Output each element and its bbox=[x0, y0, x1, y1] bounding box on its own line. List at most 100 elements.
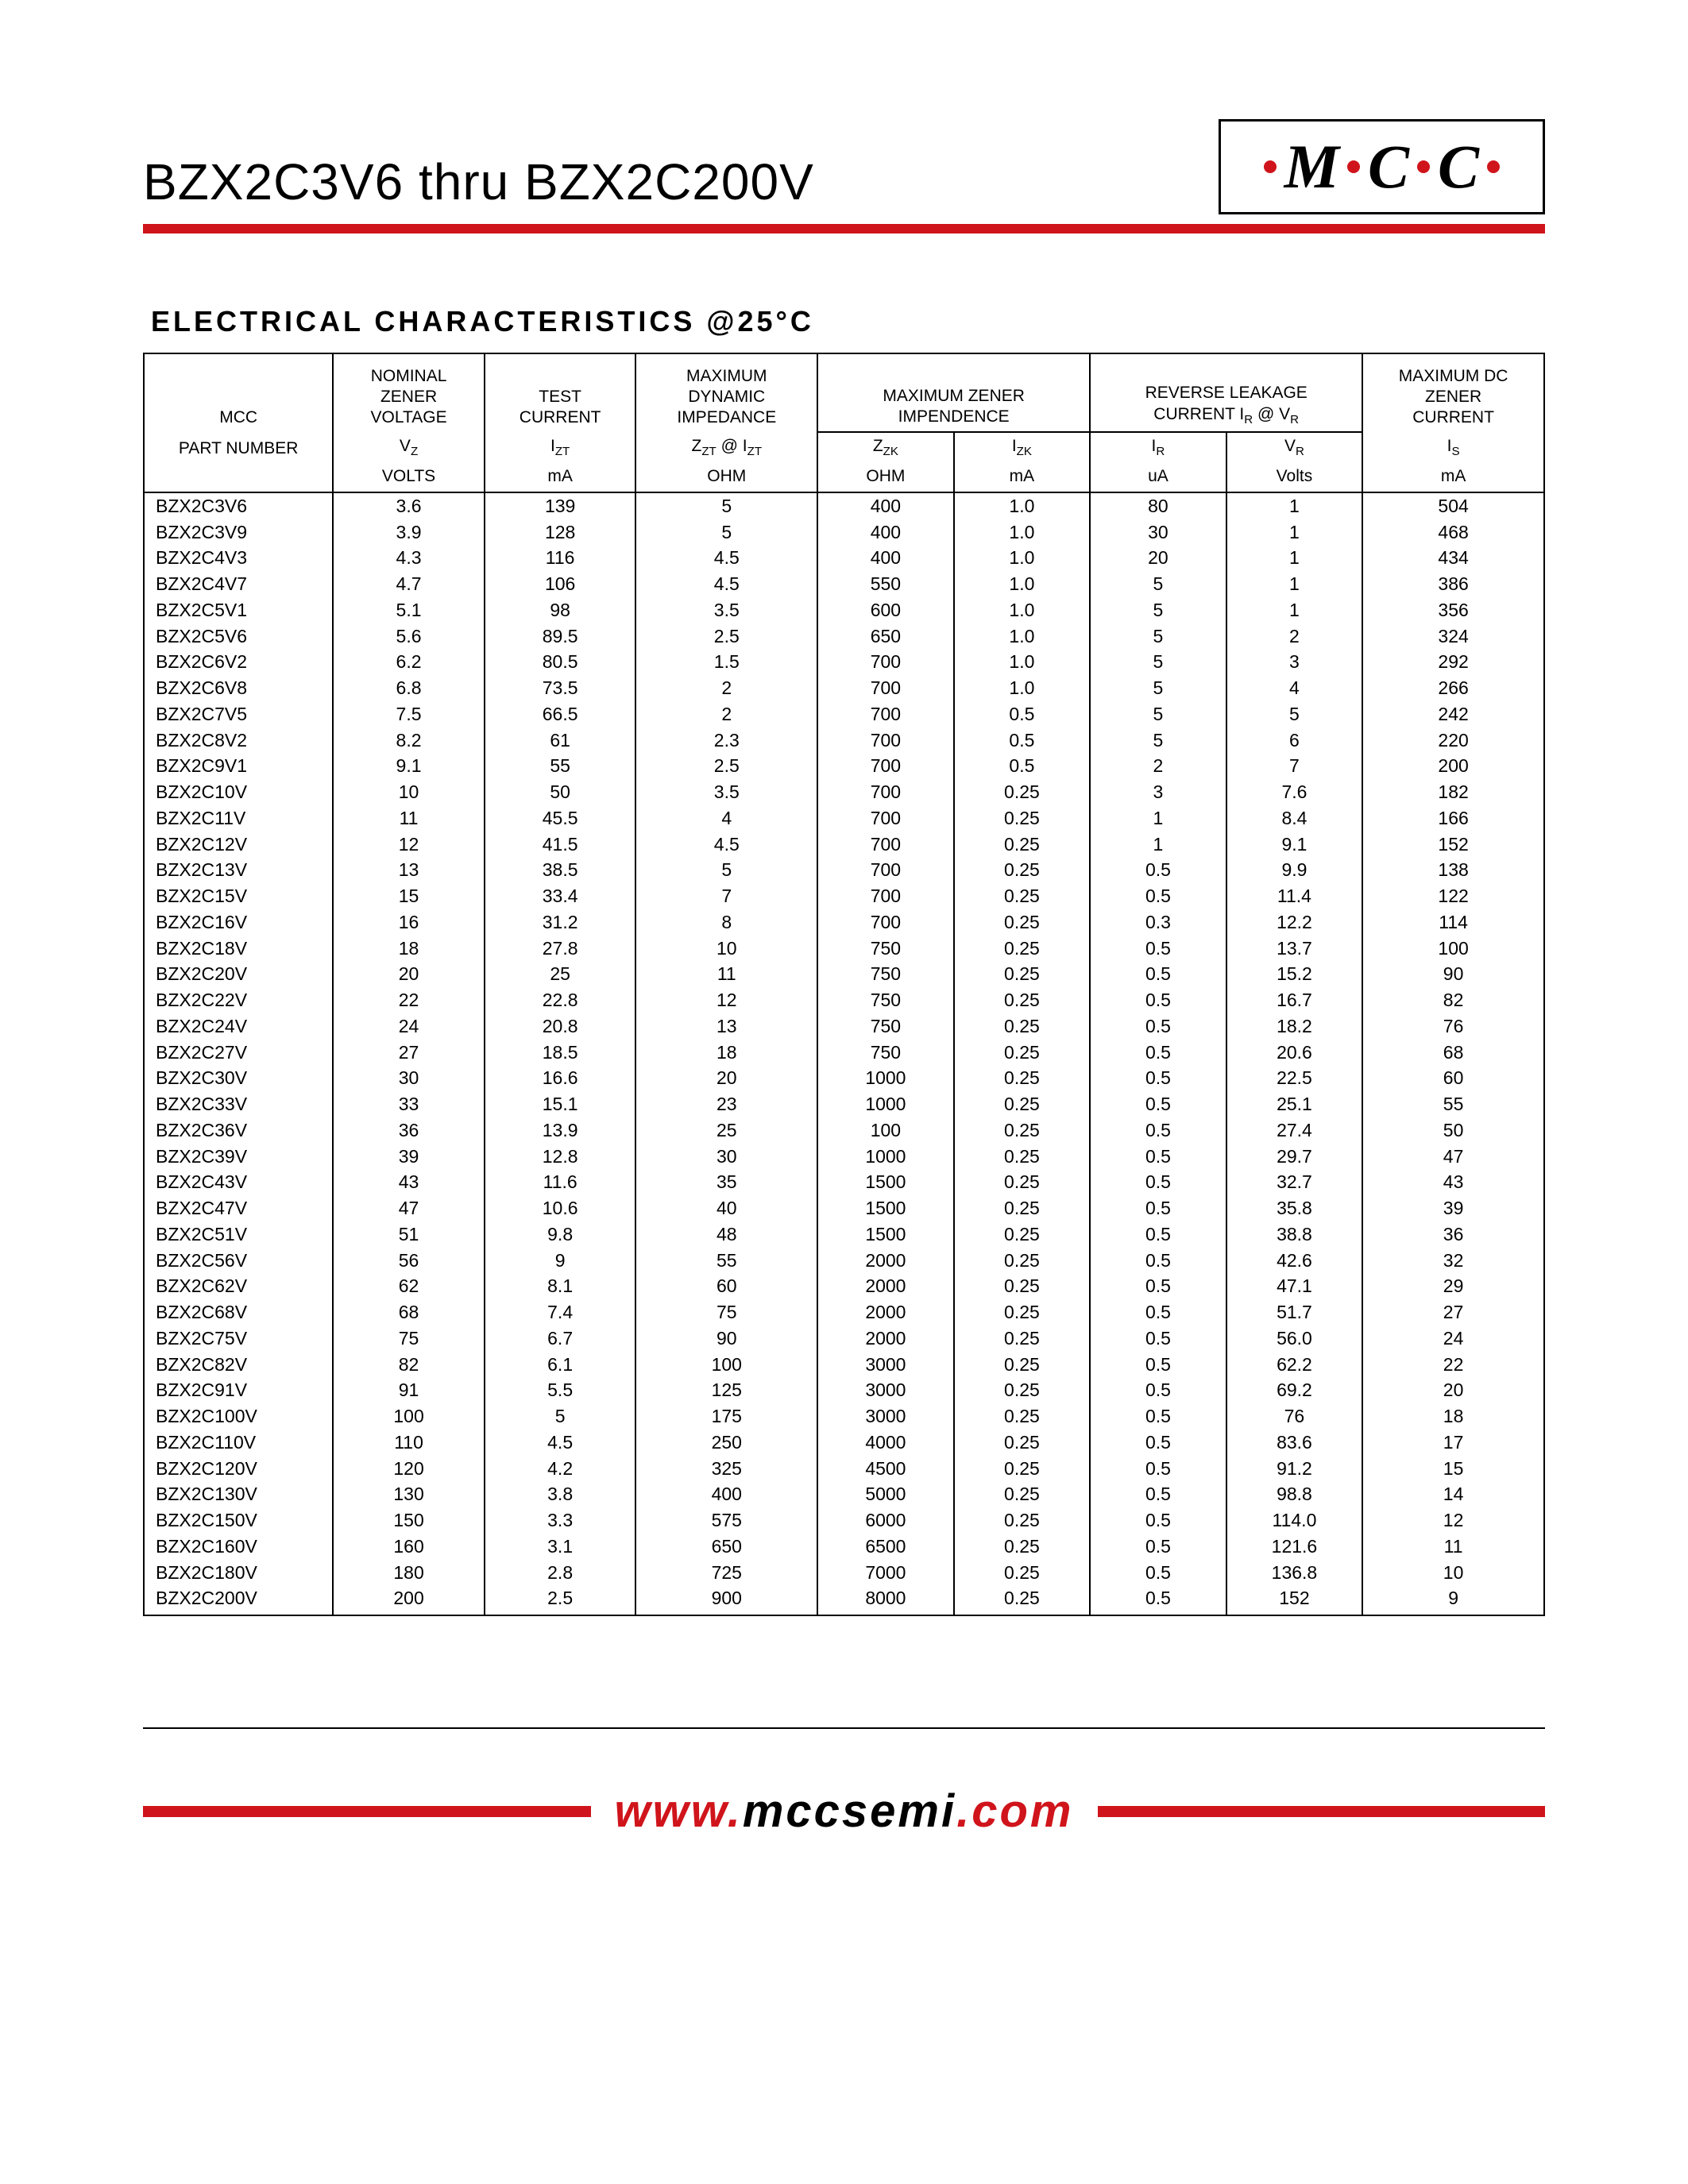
table-cell: 12 bbox=[1362, 1507, 1544, 1534]
table-cell: 250 bbox=[635, 1430, 817, 1456]
table-cell: 29.7 bbox=[1226, 1144, 1363, 1170]
table-cell: 100 bbox=[333, 1403, 485, 1430]
table-row: BZX2C75V756.79020000.250.556.024 bbox=[144, 1325, 1544, 1352]
table-cell: BZX2C30V bbox=[144, 1065, 333, 1091]
table-cell: 0.25 bbox=[954, 961, 1091, 987]
table-cell: 700 bbox=[817, 727, 954, 754]
table-cell: 27 bbox=[333, 1040, 485, 1066]
table-cell: BZX2C150V bbox=[144, 1507, 333, 1534]
table-cell: 11 bbox=[635, 961, 817, 987]
table-cell: 3 bbox=[1226, 649, 1363, 675]
table-cell: 1500 bbox=[817, 1221, 954, 1248]
table-cell: 130 bbox=[333, 1481, 485, 1507]
table-cell: 32 bbox=[1362, 1248, 1544, 1274]
table-cell: 12.8 bbox=[485, 1144, 636, 1170]
table-cell: 2.5 bbox=[485, 1585, 636, 1615]
table-cell: 0.25 bbox=[954, 1403, 1091, 1430]
table-cell: 4.3 bbox=[333, 545, 485, 571]
table-cell: 20.6 bbox=[1226, 1040, 1363, 1066]
table-cell: 80.5 bbox=[485, 649, 636, 675]
table-cell: 0.25 bbox=[954, 987, 1091, 1013]
table-cell: 1.0 bbox=[954, 492, 1091, 519]
table-cell: 11 bbox=[333, 805, 485, 832]
table-cell: BZX2C43V bbox=[144, 1169, 333, 1195]
table-row: BZX2C33V3315.12310000.250.525.155 bbox=[144, 1091, 1544, 1117]
table-cell: 6 bbox=[1226, 727, 1363, 754]
table-cell: 16 bbox=[333, 909, 485, 936]
table-cell: 600 bbox=[817, 597, 954, 623]
table-cell: 42.6 bbox=[1226, 1248, 1363, 1274]
table-cell: 7.4 bbox=[485, 1299, 636, 1325]
table-cell: BZX2C130V bbox=[144, 1481, 333, 1507]
table-cell: 3000 bbox=[817, 1352, 954, 1378]
table-cell: 1.0 bbox=[954, 545, 1091, 571]
table-cell: 82 bbox=[333, 1352, 485, 1378]
table-cell: 0.25 bbox=[954, 805, 1091, 832]
table-header: MCC NOMINALZENERVOLTAGE TESTCURRENT MAXI… bbox=[144, 353, 1544, 492]
table-cell: 0.5 bbox=[1090, 961, 1226, 987]
table-cell: 68 bbox=[1362, 1040, 1544, 1066]
table-cell: 69.2 bbox=[1226, 1377, 1363, 1403]
table-cell: 325 bbox=[635, 1456, 817, 1482]
logo-dot bbox=[1264, 160, 1277, 173]
table-row: BZX2C3V93.912854001.0301468 bbox=[144, 519, 1544, 546]
table-cell: 8.1 bbox=[485, 1273, 636, 1299]
table-cell: 400 bbox=[817, 492, 954, 519]
col-header-reverse-leakage: REVERSE LEAKAGECURRENT IR @ VR bbox=[1090, 353, 1362, 432]
table-cell: 6.8 bbox=[333, 675, 485, 701]
table-cell: BZX2C15V bbox=[144, 883, 333, 909]
table-cell: 25 bbox=[485, 961, 636, 987]
table-cell: BZX2C68V bbox=[144, 1299, 333, 1325]
table-cell: 50 bbox=[1362, 1117, 1544, 1144]
table-row: BZX2C200V2002.590080000.250.51529 bbox=[144, 1585, 1544, 1615]
table-cell: 11.6 bbox=[485, 1169, 636, 1195]
table-cell: 62 bbox=[333, 1273, 485, 1299]
table-cell: 55 bbox=[635, 1248, 817, 1274]
table-cell: 68 bbox=[333, 1299, 485, 1325]
table-cell: 128 bbox=[485, 519, 636, 546]
table-row: BZX2C39V3912.83010000.250.529.747 bbox=[144, 1144, 1544, 1170]
table-cell: 182 bbox=[1362, 779, 1544, 805]
table-cell: 152 bbox=[1362, 832, 1544, 858]
table-row: BZX2C11V1145.547000.2518.4166 bbox=[144, 805, 1544, 832]
table-cell: 47.1 bbox=[1226, 1273, 1363, 1299]
table-cell: 39 bbox=[333, 1144, 485, 1170]
table-cell: BZX2C160V bbox=[144, 1534, 333, 1560]
table-cell: 0.5 bbox=[1090, 1456, 1226, 1482]
col-header-zzt: MAXIMUMDYNAMICIMPEDANCE bbox=[635, 353, 817, 432]
table-cell: 1.5 bbox=[635, 649, 817, 675]
table-cell: 0.5 bbox=[1090, 1481, 1226, 1507]
table-row: BZX2C51V519.84815000.250.538.836 bbox=[144, 1221, 1544, 1248]
table-cell: 25.1 bbox=[1226, 1091, 1363, 1117]
table-cell: 27.4 bbox=[1226, 1117, 1363, 1144]
table-cell: 386 bbox=[1362, 571, 1544, 597]
table-cell: 0.25 bbox=[954, 779, 1091, 805]
table-cell: 11 bbox=[1362, 1534, 1544, 1560]
table-cell: 220 bbox=[1362, 727, 1544, 754]
table-cell: 152 bbox=[1226, 1585, 1363, 1615]
table-cell: 6500 bbox=[817, 1534, 954, 1560]
table-cell: 400 bbox=[635, 1481, 817, 1507]
table-cell: 24 bbox=[1362, 1325, 1544, 1352]
unit-c4: OHM bbox=[817, 463, 954, 492]
table-cell: 51.7 bbox=[1226, 1299, 1363, 1325]
sub-izt: IZT bbox=[485, 432, 636, 463]
table-cell: 36 bbox=[1362, 1221, 1544, 1248]
table-cell: 121.6 bbox=[1226, 1534, 1363, 1560]
table-cell: 10.6 bbox=[485, 1195, 636, 1221]
table-cell: 0.5 bbox=[1090, 1248, 1226, 1274]
table-cell: 1000 bbox=[817, 1091, 954, 1117]
table-cell: 750 bbox=[817, 1013, 954, 1040]
table-cell: 0.25 bbox=[954, 1040, 1091, 1066]
table-cell: BZX2C62V bbox=[144, 1273, 333, 1299]
sub-is: IS bbox=[1362, 432, 1544, 463]
table-cell: BZX2C12V bbox=[144, 832, 333, 858]
table-cell: 0.25 bbox=[954, 1507, 1091, 1534]
table-cell: 100 bbox=[635, 1352, 817, 1378]
table-cell: 41.5 bbox=[485, 832, 636, 858]
table-cell: 33 bbox=[333, 1091, 485, 1117]
table-cell: 10 bbox=[333, 779, 485, 805]
table-cell: 0.5 bbox=[1090, 1040, 1226, 1066]
table-cell: 700 bbox=[817, 909, 954, 936]
table-cell: 13.9 bbox=[485, 1117, 636, 1144]
